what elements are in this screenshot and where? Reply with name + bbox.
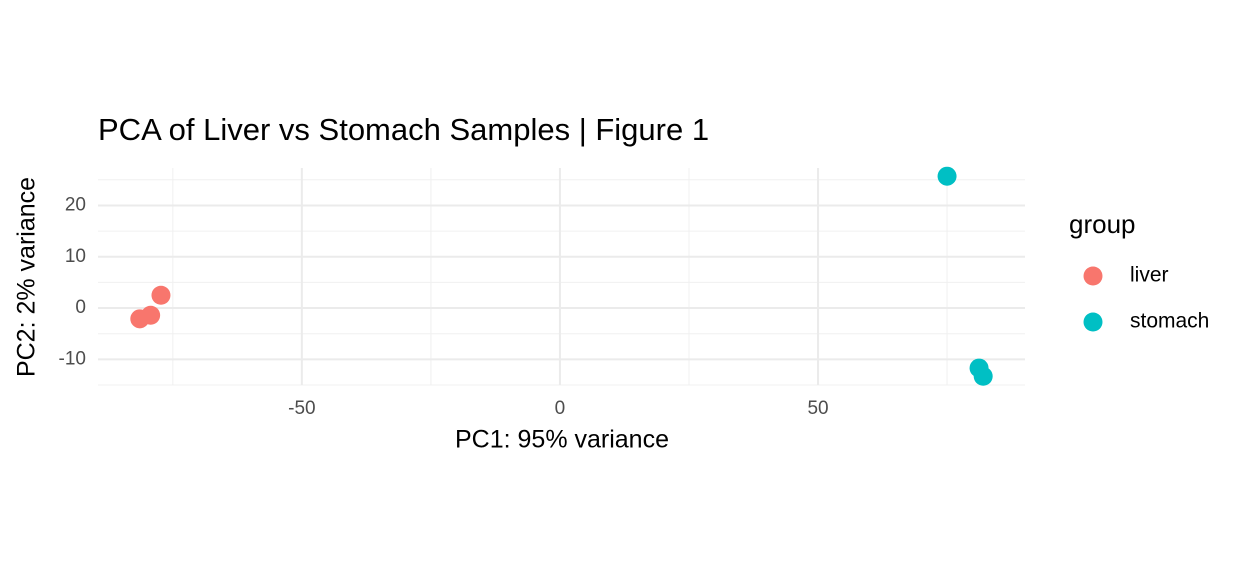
- x-tick-label: 0: [555, 398, 566, 419]
- point: [973, 366, 993, 386]
- point: [130, 309, 150, 329]
- legend-marker: [1083, 312, 1103, 332]
- point: [151, 285, 171, 305]
- legend-label: liver: [1130, 264, 1169, 287]
- chart-title: PCA of Liver vs Stomach Samples | Figure…: [98, 112, 709, 147]
- y-tick-label: 0: [75, 297, 86, 318]
- y-tick-label: 20: [65, 194, 86, 215]
- x-tick-label: -50: [288, 398, 315, 419]
- y-tick-label: 10: [65, 246, 86, 267]
- legend-marker: [1083, 266, 1103, 286]
- point: [937, 166, 957, 186]
- y-tick-label: -10: [59, 348, 86, 369]
- legend-title: group: [1069, 209, 1136, 239]
- grid: [98, 168, 1025, 386]
- x-tick-label: 50: [807, 398, 828, 419]
- legend-label: stomach: [1130, 310, 1209, 333]
- y-axis-title: PC2: 2% variance: [13, 177, 41, 377]
- x-axis-title: PC1: 95% variance: [455, 426, 669, 454]
